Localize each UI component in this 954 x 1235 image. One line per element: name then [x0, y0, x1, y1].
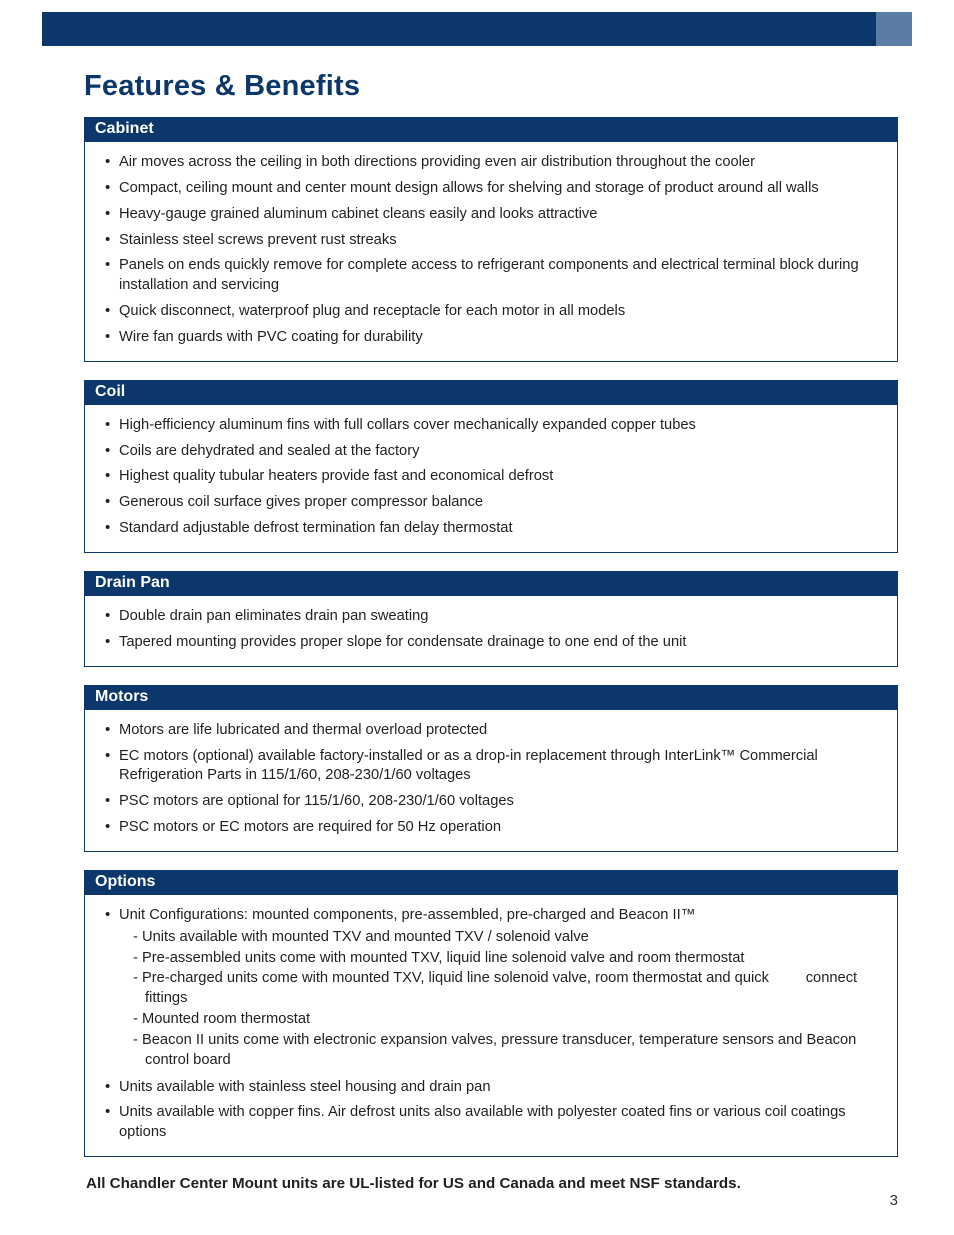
- footer-note: All Chandler Center Mount units are UL-l…: [84, 1175, 898, 1192]
- sub-item: - Beacon II units come with electronic e…: [125, 1031, 885, 1072]
- bullet-item: Panels on ends quickly remove for comple…: [119, 253, 885, 299]
- bullet-item: Tapered mounting provides proper slope f…: [119, 630, 885, 656]
- bullet-text: Unit Configurations: mounted components,…: [119, 907, 695, 923]
- bullet-item: Air moves across the ceiling in both dir…: [119, 150, 885, 176]
- bullet-item: High-efficiency aluminum fins with full …: [119, 413, 885, 439]
- section-header: Cabinet: [85, 117, 897, 142]
- bullet-item: Generous coil surface gives proper compr…: [119, 490, 885, 516]
- bullet-text: Coils are dehydrated and sealed at the f…: [119, 443, 419, 459]
- bullet-text: Units available with copper fins. Air de…: [119, 1104, 846, 1140]
- bullet-text: EC motors (optional) available factory-i…: [119, 748, 818, 784]
- bullet-text: Heavy-gauge grained aluminum cabinet cle…: [119, 206, 597, 222]
- bullet-item: Standard adjustable defrost termination …: [119, 516, 885, 542]
- bullet-text: Quick disconnect, waterproof plug and re…: [119, 303, 625, 319]
- section-header: Drain Pan: [85, 571, 897, 596]
- section: Coil High-efficiency aluminum fins with f…: [84, 380, 898, 553]
- section: Drain Pan Double drain pan eliminates dra…: [84, 571, 898, 667]
- page-title: Features & Benefits: [84, 70, 898, 103]
- bullet-item: Motors are life lubricated and thermal o…: [119, 718, 885, 744]
- section: Cabinet Air moves across the ceiling in b…: [84, 117, 898, 362]
- sub-list: - Units available with mounted TXV and m…: [119, 928, 885, 1072]
- bullet-item: Compact, ceiling mount and center mount …: [119, 176, 885, 202]
- bullet-item: Quick disconnect, waterproof plug and re…: [119, 299, 885, 325]
- page-content: Features & Benefits Cabinet Air moves acr…: [0, 0, 954, 1192]
- bullet-item: PSC motors or EC motors are required for…: [119, 815, 885, 841]
- section-body: Unit Configurations: mounted components,…: [85, 895, 897, 1156]
- section-header: Motors: [85, 685, 897, 710]
- bullet-list: Motors are life lubricated and thermal o…: [97, 718, 885, 841]
- sub-item: - Mounted room thermostat: [125, 1010, 885, 1031]
- section: Options Unit Configurations: mounted comp…: [84, 870, 898, 1157]
- bullet-list: Double drain pan eliminates drain pan sw…: [97, 604, 885, 656]
- bullet-item: Units available with stainless steel hou…: [119, 1075, 885, 1101]
- bullet-item: EC motors (optional) available factory-i…: [119, 744, 885, 790]
- bullet-item: Unit Configurations: mounted components,…: [119, 903, 885, 1075]
- bullet-text: Motors are life lubricated and thermal o…: [119, 722, 487, 738]
- bullet-item: PSC motors are optional for 115/1/60, 20…: [119, 789, 885, 815]
- header-bar: [42, 12, 912, 46]
- section-header: Options: [85, 870, 897, 895]
- bullet-text: High-efficiency aluminum fins with full …: [119, 417, 696, 433]
- bullet-text: Stainless steel screws prevent rust stre…: [119, 232, 397, 248]
- bullet-text: Compact, ceiling mount and center mount …: [119, 180, 819, 196]
- section-body: Motors are life lubricated and thermal o…: [85, 710, 897, 851]
- bullet-text: Standard adjustable defrost termination …: [119, 520, 513, 536]
- bullet-item: Units available with copper fins. Air de…: [119, 1100, 885, 1146]
- bullet-item: Double drain pan eliminates drain pan sw…: [119, 604, 885, 630]
- header-bar-notch: [876, 12, 912, 46]
- bullet-item: Wire fan guards with PVC coating for dur…: [119, 325, 885, 351]
- bullet-text: PSC motors are optional for 115/1/60, 20…: [119, 793, 514, 809]
- section-header: Coil: [85, 380, 897, 405]
- bullet-list: Air moves across the ceiling in both dir…: [97, 150, 885, 351]
- bullet-text: Double drain pan eliminates drain pan sw…: [119, 608, 428, 624]
- section: Motors Motors are life lubricated and the…: [84, 685, 898, 852]
- bullet-list: High-efficiency aluminum fins with full …: [97, 413, 885, 542]
- sections-container: Cabinet Air moves across the ceiling in b…: [84, 117, 898, 1157]
- sub-item: - Pre-charged units come with mounted TX…: [125, 969, 885, 1010]
- bullet-text: Tapered mounting provides proper slope f…: [119, 634, 687, 650]
- bullet-text: PSC motors or EC motors are required for…: [119, 819, 501, 835]
- bullet-item: Stainless steel screws prevent rust stre…: [119, 228, 885, 254]
- section-body: High-efficiency aluminum fins with full …: [85, 405, 897, 552]
- bullet-item: Highest quality tubular heaters provide …: [119, 464, 885, 490]
- sub-item: - Pre-assembled units come with mounted …: [125, 949, 885, 970]
- sub-item: - Units available with mounted TXV and m…: [125, 928, 885, 949]
- bullet-text: Wire fan guards with PVC coating for dur…: [119, 329, 423, 345]
- bullet-list: Unit Configurations: mounted components,…: [97, 903, 885, 1146]
- page-number: 3: [890, 1192, 898, 1209]
- section-body: Air moves across the ceiling in both dir…: [85, 142, 897, 361]
- bullet-item: Coils are dehydrated and sealed at the f…: [119, 439, 885, 465]
- bullet-item: Heavy-gauge grained aluminum cabinet cle…: [119, 202, 885, 228]
- bullet-text: Panels on ends quickly remove for comple…: [119, 257, 859, 293]
- section-body: Double drain pan eliminates drain pan sw…: [85, 596, 897, 666]
- bullet-text: Air moves across the ceiling in both dir…: [119, 154, 755, 170]
- bullet-text: Units available with stainless steel hou…: [119, 1079, 491, 1095]
- bullet-text: Highest quality tubular heaters provide …: [119, 468, 553, 484]
- bullet-text: Generous coil surface gives proper compr…: [119, 494, 483, 510]
